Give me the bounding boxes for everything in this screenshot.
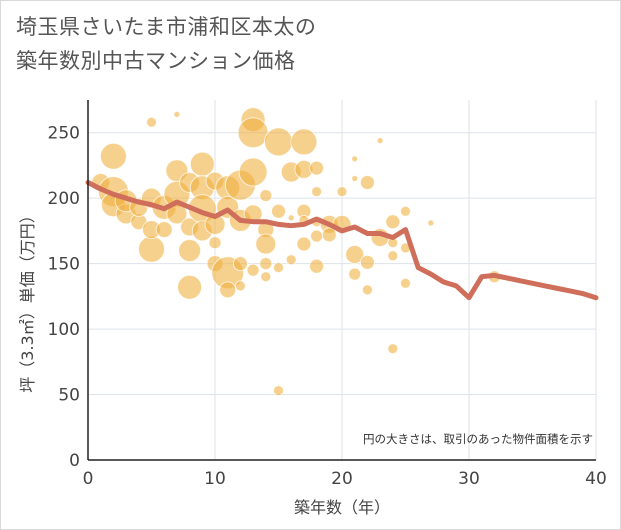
data-bubble [311, 186, 323, 198]
data-bubble [336, 186, 348, 198]
x-tick-label: 0 [83, 469, 94, 489]
data-bubble [309, 258, 325, 274]
data-bubble [321, 227, 337, 243]
data-bubble [259, 189, 273, 203]
data-bubble [400, 277, 411, 289]
data-bubble [310, 229, 324, 243]
data-bubble [400, 205, 411, 217]
data-bubble [376, 137, 384, 145]
y-tick-label: 250 [48, 124, 80, 144]
data-bubble [359, 174, 375, 190]
data-bubble [351, 155, 359, 163]
data-bubble [387, 343, 399, 355]
data-bubble [234, 280, 246, 292]
data-bubble [427, 219, 435, 227]
tick-labels: 0 50 100 150 200 250 0 10 20 30 40 [48, 124, 607, 489]
data-bubble [387, 250, 399, 262]
data-bubble [189, 151, 215, 177]
data-bubble [264, 127, 293, 157]
data-bubble [138, 235, 165, 263]
data-bubble [259, 257, 273, 271]
trend-line [85, 180, 599, 301]
data-bubble [271, 203, 286, 219]
data-bubble [255, 233, 277, 255]
title-line-2: 築年数別中古マンション価格 [16, 49, 296, 73]
size-note: 円の大きさは、取引のあった物件面積を示す [363, 432, 593, 446]
data-bubble [345, 244, 365, 264]
data-bubble [296, 236, 312, 252]
trend-line-group [85, 180, 599, 301]
data-bubble [155, 221, 173, 239]
bubbles [91, 107, 501, 397]
x-tick-label: 10 [204, 469, 226, 489]
data-bubble [178, 239, 202, 263]
data-bubble [260, 271, 272, 283]
y-axis-label: 坪（3.3㎡）単価（万円） [18, 207, 37, 392]
data-bubble [361, 284, 373, 296]
data-bubble [173, 110, 181, 118]
x-tick-label: 30 [458, 469, 480, 489]
data-bubble [232, 256, 248, 272]
data-bubble [99, 142, 127, 170]
data-bubble [309, 160, 325, 176]
x-tick-label: 40 [585, 469, 607, 489]
y-tick-label: 100 [48, 320, 80, 340]
data-bubble [246, 263, 260, 277]
data-bubble [208, 236, 222, 250]
y-tick-label: 200 [48, 189, 80, 209]
data-bubble [385, 214, 401, 230]
data-bubble [285, 254, 297, 266]
data-bubble [348, 267, 362, 281]
data-bubble [237, 117, 269, 149]
axes [87, 100, 596, 461]
y-tick-label: 0 [69, 451, 80, 471]
title-line-1: 埼玉県さいたま市浦和区本太の [16, 15, 317, 39]
data-bubble [273, 385, 284, 397]
data-bubble [359, 254, 375, 270]
data-bubble [290, 128, 318, 156]
data-bubble [287, 214, 295, 222]
data-bubble [238, 157, 268, 187]
data-bubble [273, 262, 284, 274]
chart-title: 埼玉県さいたま市浦和区本太の 築年数別中古マンション価格 [16, 10, 316, 78]
data-bubble [146, 116, 157, 128]
x-axis-label: 築年数（年） [294, 498, 390, 517]
y-tick-label: 50 [58, 386, 80, 406]
data-bubble [351, 175, 359, 183]
y-tick-label: 150 [48, 255, 80, 275]
x-tick-label: 20 [331, 469, 353, 489]
data-bubble [177, 274, 203, 300]
data-bubble [219, 281, 237, 299]
